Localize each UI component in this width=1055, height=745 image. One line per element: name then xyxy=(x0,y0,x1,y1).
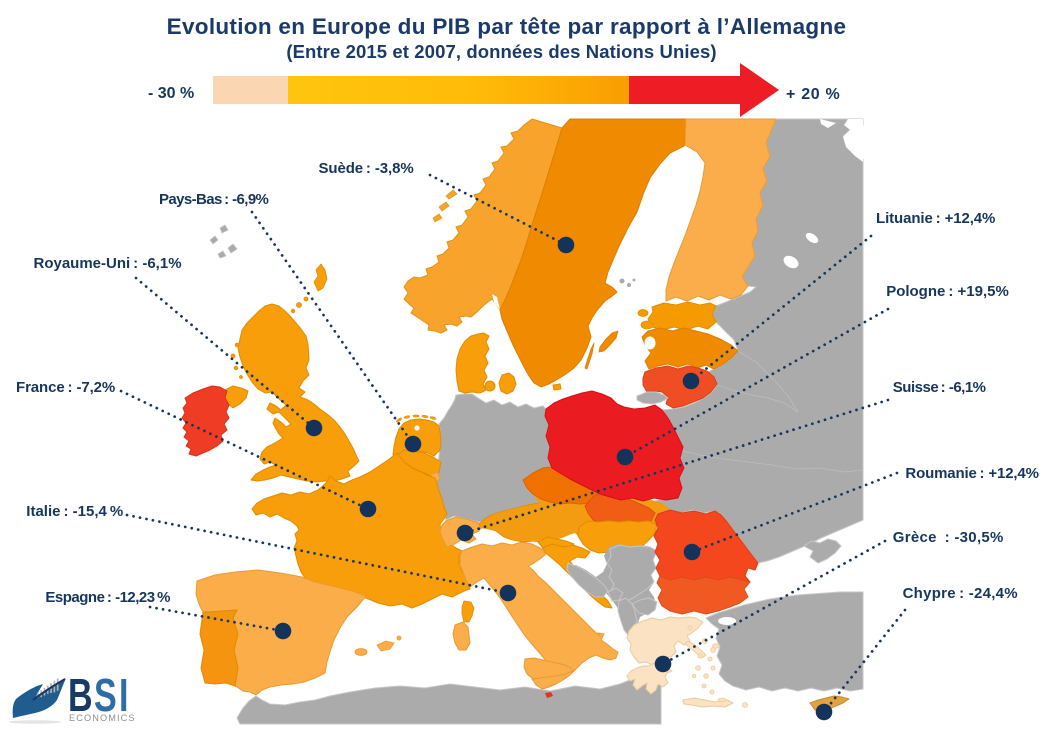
svg-text:BSI: BSI xyxy=(68,669,128,721)
svg-text:ECONOMICS: ECONOMICS xyxy=(69,713,136,723)
